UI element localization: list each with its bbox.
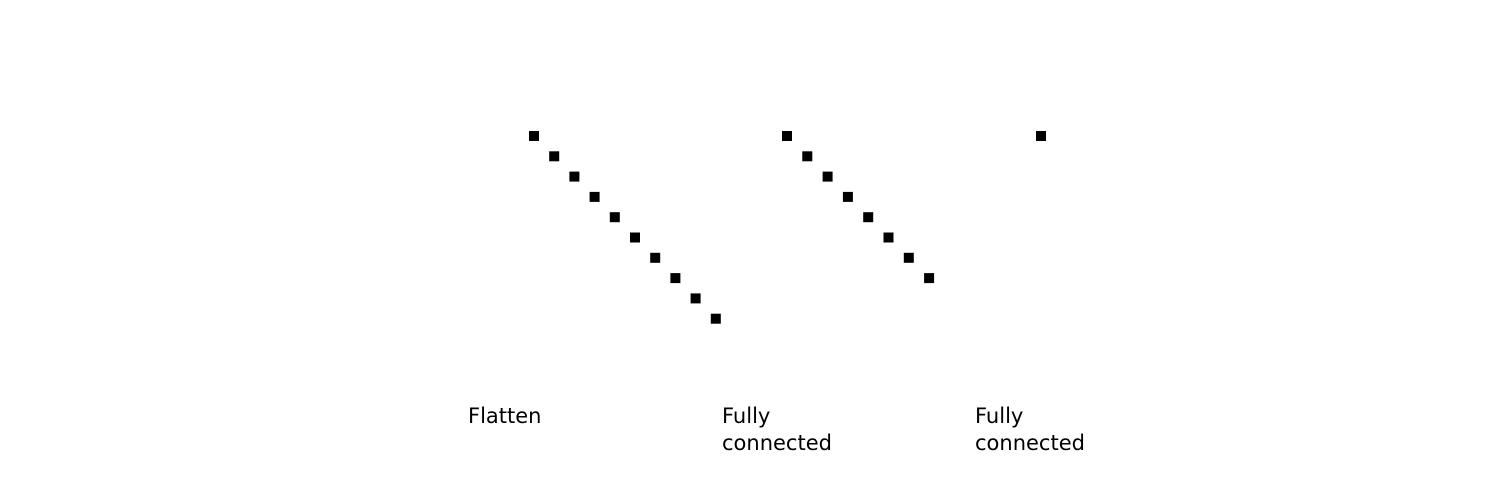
neuron-node — [842, 191, 853, 202]
fully-connected-layer-1-nodes — [782, 131, 935, 284]
label-line: Flatten — [468, 404, 542, 428]
neuron-node — [549, 151, 560, 162]
neuron-node — [903, 252, 914, 263]
flatten-layer-label: Flatten — [468, 403, 688, 430]
fully-connected-layer-2-label: Fully connected — [975, 403, 1195, 457]
label-line: Fully — [975, 404, 1024, 428]
neuron-node — [883, 232, 894, 243]
neuron-node — [863, 212, 874, 223]
neuron-node — [630, 232, 640, 243]
neuron-node — [569, 171, 580, 182]
fully-connected-layer-2-nodes — [1036, 131, 1046, 141]
fully-connected-layer-1-label: Fully connected — [722, 403, 942, 457]
label-line: Fully — [722, 404, 771, 428]
neuron-node — [650, 252, 661, 263]
neuron-node — [589, 191, 600, 202]
neuron-node — [802, 151, 813, 162]
neuron-node — [529, 131, 539, 141]
label-line: connected — [975, 431, 1085, 455]
neuron-node — [609, 212, 620, 223]
flatten-layer-nodes — [529, 131, 721, 324]
neuron-node — [924, 273, 935, 284]
label-line: connected — [722, 431, 832, 455]
neuron-node — [822, 171, 833, 182]
neuron-node — [710, 313, 721, 324]
neuron-node — [690, 293, 701, 304]
neuron-node — [1036, 131, 1046, 141]
neuron-node — [670, 273, 681, 284]
neuron-node — [782, 131, 792, 141]
